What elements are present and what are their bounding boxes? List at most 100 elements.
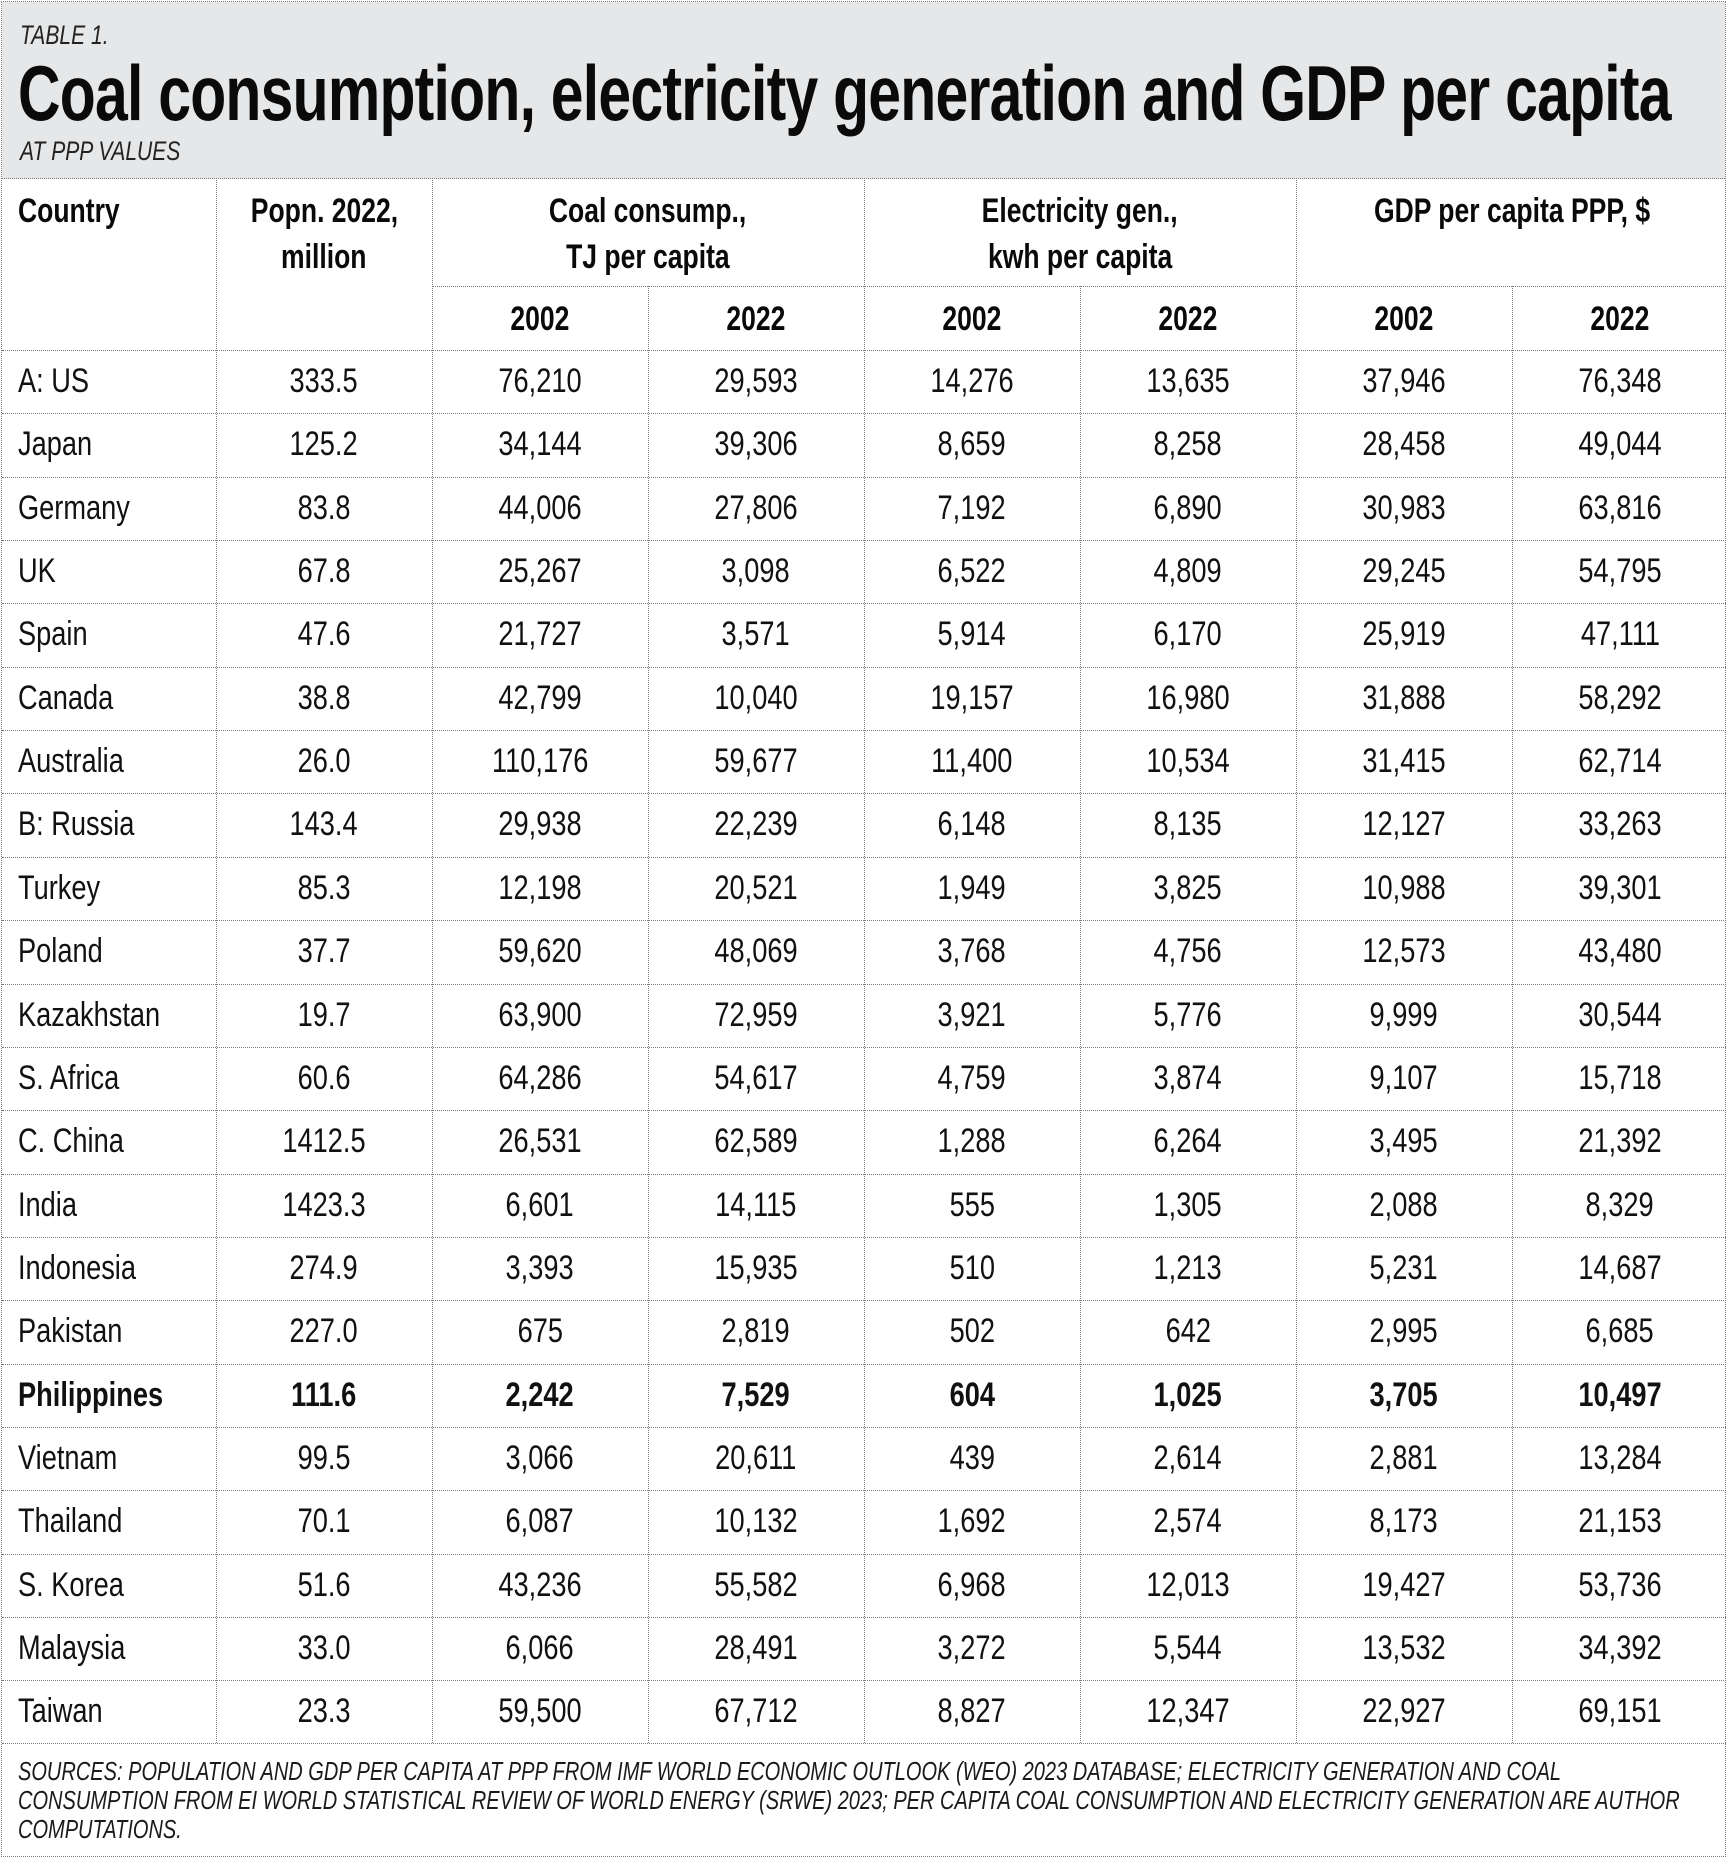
cell-electricity-2022: 6,170 [1153,615,1223,654]
table-row: Turkey 85.3 12,198 20,521 1,949 3,825 10,988 39… [0,856,1728,920]
cell-country: Kazakhstan [18,995,161,1034]
cell-population: 227.0 [289,1312,359,1351]
cell-population: 1412.5 [282,1122,366,1161]
cell-country: Germany [18,488,130,527]
cell-coal-2002: 26,531 [498,1122,582,1161]
cell-country: India [18,1185,77,1224]
header-year-elec-2002: 2002 [942,300,1002,338]
cell-population: 85.3 [297,868,351,907]
header-electricity: Electricity gen., kwh per capita [981,192,1179,276]
cell-gdp-2022: 14,687 [1578,1248,1662,1287]
cell-gdp-2022: 69,151 [1578,1692,1662,1731]
cell-coal-2022: 59,677 [714,742,798,781]
cell-coal-2002: 59,500 [498,1692,582,1731]
cell-coal-2002: 34,144 [498,425,582,464]
cell-population: 19.7 [297,995,351,1034]
table-row: S. Africa 60.6 64,286 54,617 4,759 3,874 9,107… [0,1046,1728,1110]
cell-electricity-2002: 1,692 [937,1502,1007,1541]
sources-note: SOURCES: POPULATION AND GDP PER CAPITA A… [18,1758,1680,1844]
cell-electricity-2022: 3,825 [1153,868,1223,907]
cell-gdp-2002: 9,107 [1369,1058,1439,1097]
cell-electricity-2002: 604 [949,1375,995,1414]
cell-coal-2002: 12,198 [498,868,582,907]
cell-coal-2022: 2,819 [721,1312,791,1351]
table-row: Kazakhstan 19.7 63,900 72,959 3,921 5,776 9,99… [0,983,1728,1047]
table-row: A: US 333.5 76,210 29,593 14,276 13,635 37,946… [0,350,1728,413]
cell-electricity-2022: 5,544 [1153,1629,1223,1667]
cell-coal-2022: 22,239 [714,805,798,844]
cell-gdp-2022: 54,795 [1578,552,1662,591]
cell-country: Vietnam [18,1438,118,1477]
cell-gdp-2002: 3,495 [1369,1122,1439,1161]
row-divider [2,350,1726,351]
table-header-band: TABLE 1. Coal consumption, electricity g… [2,2,1725,179]
cell-coal-2002: 42,799 [498,678,582,717]
cell-population: 70.1 [297,1502,351,1541]
row-divider [2,1300,1726,1302]
header-gdp: GDP per capita PPP, $ [1373,192,1651,230]
header-year-gdp-2002: 2002 [1374,300,1434,338]
cell-coal-2002: 675 [517,1312,563,1351]
cell-country: S. Africa [18,1058,120,1097]
cell-population: 47.6 [297,615,351,654]
cell-population: 274.9 [289,1248,359,1287]
cell-electricity-2002: 4,759 [937,1058,1007,1097]
cell-electricity-2022: 8,135 [1153,805,1223,844]
table-row: B: Russia 143.4 29,938 22,239 6,148 8,135 12,1… [0,793,1728,856]
cell-gdp-2002: 9,999 [1369,995,1439,1034]
header-year-coal-2002: 2002 [510,300,570,338]
cell-electricity-2002: 555 [949,1185,995,1224]
cell-gdp-2022: 8,329 [1585,1185,1655,1224]
cell-gdp-2002: 12,127 [1362,805,1446,844]
cell-gdp-2002: 37,946 [1362,362,1446,400]
cell-gdp-2002: 2,088 [1369,1185,1439,1224]
table-row: Spain 47.6 21,727 3,571 5,914 6,170 25,919 47,1… [0,603,1728,666]
cell-electricity-2002: 11,400 [931,742,1013,781]
cell-population: 51.6 [297,1565,351,1604]
cell-country: B: Russia [18,805,135,844]
table-row: Malaysia 33.0 6,066 28,491 3,272 5,544 13,532 3… [0,1617,1728,1680]
cell-electricity-2022: 4,756 [1153,932,1223,971]
grid-col-5 [1080,286,1081,1743]
cell-country: Thailand [18,1502,123,1541]
cell-coal-2022: 28,491 [714,1629,798,1667]
cell-electricity-2022: 4,809 [1153,552,1223,591]
cell-gdp-2002: 10,988 [1362,868,1446,907]
cell-coal-2002: 6,066 [505,1629,575,1667]
cell-coal-2002: 3,393 [505,1248,575,1287]
cell-country: Australia [18,742,124,781]
cell-coal-2022: 3,098 [721,552,791,591]
cell-coal-2002: 6,087 [505,1502,575,1541]
cell-gdp-2022: 21,392 [1578,1122,1662,1161]
cell-population: 26.0 [297,742,351,781]
cell-gdp-2022: 34,392 [1578,1629,1662,1667]
cell-gdp-2022: 62,714 [1578,742,1662,781]
cell-electricity-2002: 439 [949,1438,995,1477]
row-divider [2,476,1726,478]
header-coal: Coal consump., TJ per capita [549,192,747,276]
row-divider [2,1490,1726,1492]
cell-gdp-2002: 19,427 [1362,1565,1446,1604]
cell-electricity-2002: 7,192 [937,488,1007,527]
cell-gdp-2002: 13,532 [1362,1629,1446,1667]
row-divider [2,793,1726,795]
grid-col-6 [1296,178,1297,1743]
cell-electricity-2002: 8,659 [937,425,1007,464]
header-year-elec-2022: 2022 [1158,300,1218,338]
cell-electricity-2022: 1,213 [1153,1248,1223,1287]
cell-coal-2022: 7,529 [721,1375,791,1414]
table-row: India 1423.3 6,601 14,115 555 1,305 2,088 8,329 [0,1173,1728,1237]
cell-coal-2022: 20,521 [714,868,798,907]
cell-electricity-2002: 6,148 [937,805,1007,844]
cell-country: C. China [18,1122,124,1161]
row-divider [2,1553,1726,1555]
cell-coal-2022: 27,806 [714,488,798,527]
cell-population: 38.8 [297,678,351,717]
cell-country: Japan [18,425,93,464]
cell-coal-2002: 63,900 [498,995,582,1034]
cell-coal-2002: 110,176 [491,742,589,781]
cell-gdp-2022: 10,497 [1578,1375,1662,1414]
cell-electricity-2022: 2,574 [1153,1502,1223,1541]
header-year-gdp-2022: 2022 [1590,300,1650,338]
cell-coal-2002: 76,210 [498,362,582,400]
